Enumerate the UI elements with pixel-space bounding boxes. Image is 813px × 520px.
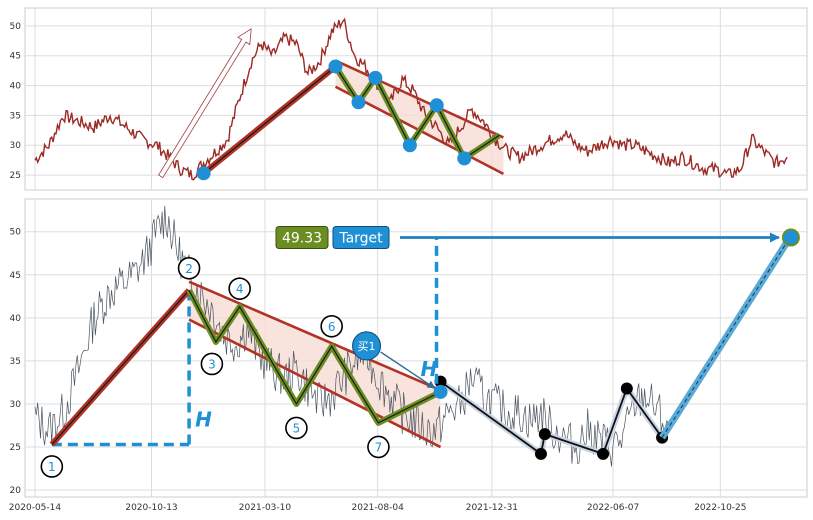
target-point — [781, 228, 800, 247]
bottom-x-tick-label: 2022-06-07 — [587, 503, 639, 513]
pattern-point-label-circle — [40, 455, 64, 478]
bottom-x-tick-label: 2020-05-14 — [9, 503, 62, 513]
top-y-tick-label: 35 — [10, 111, 21, 121]
pattern-point-label-circle — [285, 416, 308, 440]
bottom-y-tick-label: 50 — [10, 228, 22, 238]
buy-marker-bubble — [352, 331, 382, 361]
pattern-point-label-circle — [228, 277, 251, 300]
pattern-point-label-2: 2 — [177, 256, 201, 280]
top-pattern-point — [368, 70, 383, 85]
pattern-point-label-text: 4 — [236, 282, 244, 296]
projection-line-core — [661, 235, 792, 438]
top-pattern-point — [328, 59, 343, 74]
breakout-point — [597, 447, 610, 460]
pattern-point-label-5: 5 — [285, 416, 308, 440]
top-pattern-point — [196, 166, 211, 181]
target-value-text: 49.33 — [282, 230, 322, 246]
bottom-y-tick-label: 30 — [10, 400, 22, 410]
buy-marker-text: 买1 — [358, 340, 376, 353]
top-y-tick-label: 50 — [10, 22, 22, 32]
target-label-badge: Target — [332, 225, 390, 249]
pattern-point-label-text: 7 — [375, 440, 383, 454]
pattern-point-label-circle — [320, 314, 343, 338]
pattern-point-label-circle — [177, 256, 201, 280]
bottom-channel-lower — [188, 318, 442, 449]
pattern-point-label-3: 3 — [200, 352, 224, 376]
bottom-y-tick-label: 35 — [10, 357, 21, 367]
target-label-text: Target — [338, 230, 383, 246]
bottom-price-line — [34, 205, 671, 467]
bottom-plot-area — [24, 198, 808, 498]
bottom-x-tick-label: 2021-03-10 — [239, 503, 292, 513]
top-rise-line-core — [203, 66, 336, 174]
pattern-point-label-4: 4 — [228, 277, 251, 300]
bottom-rise-line-core — [51, 289, 190, 445]
pattern-point-label-circle — [200, 352, 224, 376]
bottom-y-tick-label: 25 — [10, 443, 21, 453]
bottom-y-tick-label: 40 — [10, 314, 22, 324]
top-pattern-point — [402, 138, 417, 153]
breakout-point — [534, 447, 547, 460]
top-channel-upper — [334, 59, 504, 139]
height-label-right: H — [421, 357, 438, 381]
bottom-y-tick-label: 20 — [10, 486, 22, 496]
bottom-x-tick-label: 2022-10-25 — [694, 503, 746, 513]
top-y-tick-label: 45 — [10, 52, 21, 62]
pattern-point-label-1: 1 — [40, 455, 64, 478]
top-price-line — [34, 17, 788, 181]
pattern-point-label-7: 7 — [367, 435, 390, 459]
pattern-point-label-text: 1 — [48, 460, 56, 474]
pattern-point-label-text: 5 — [293, 421, 301, 435]
top-panel: 25 30 35 40 45 50 — [10, 7, 808, 191]
breakout-path-line — [439, 380, 663, 456]
bottom-x-tick-label: 2020-10-13 — [125, 503, 177, 513]
pattern-point-label-6: 6 — [320, 314, 343, 338]
target-label-box — [332, 225, 390, 249]
bottom-x-tick-label: 2021-08-04 — [352, 503, 405, 513]
pattern-point-label-circle — [367, 435, 390, 459]
top-y-tick-label: 30 — [10, 141, 22, 151]
breakout-point — [538, 428, 551, 441]
pattern-point-label-text: 6 — [328, 320, 336, 334]
top-y-tick-label: 40 — [10, 82, 22, 92]
pattern-point-label-text: 2 — [185, 262, 193, 276]
bottom-x-tick-label: 2021-12-31 — [466, 503, 518, 513]
bottom-zigzag-line-core — [188, 290, 441, 424]
buy-point — [433, 384, 448, 399]
target-value-box — [275, 225, 329, 249]
height-label-left: H — [195, 407, 212, 431]
top-rise-outline-arrow — [158, 28, 252, 179]
top-pattern-point — [351, 95, 366, 110]
top-y-tick-label: 25 — [10, 171, 21, 181]
buy-marker-arrow — [380, 351, 436, 389]
target-value-badge: 49.33 — [275, 225, 329, 249]
bottom-channel-upper — [188, 280, 442, 392]
pattern-point-label-text: 3 — [208, 357, 216, 371]
bottom-y-tick-label: 45 — [10, 271, 21, 281]
top-pattern-point — [429, 98, 444, 113]
top-pattern-point — [457, 151, 472, 166]
breakout-point — [620, 382, 633, 395]
